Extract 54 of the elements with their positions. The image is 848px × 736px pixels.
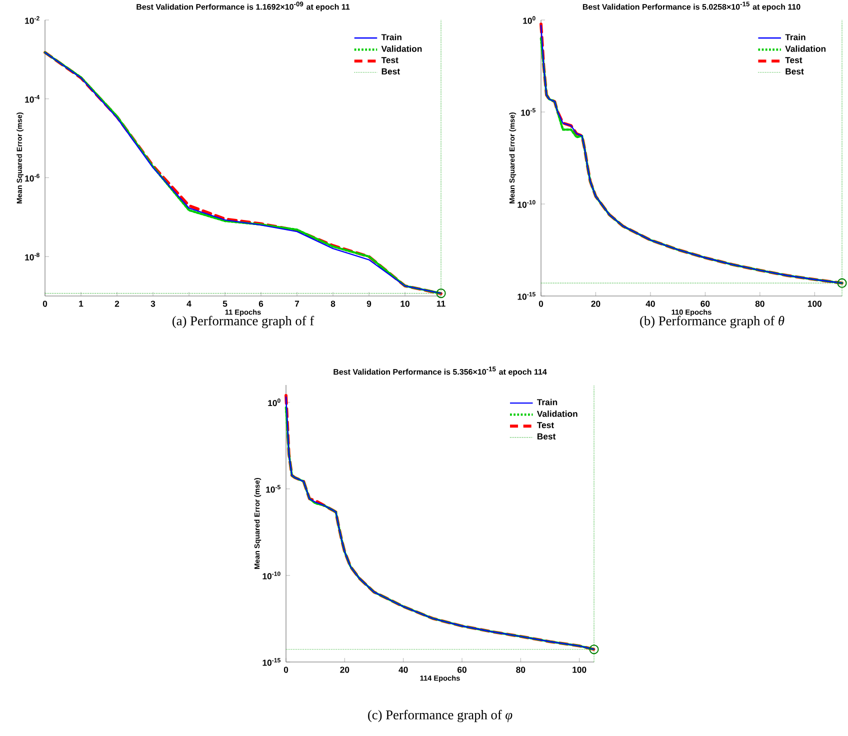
chart-title: Best Validation Performance is 5.356×10$^{-15}$ at epoch 114	[334, 366, 547, 376]
chart-title: Best Validation Performance is 1.1692×10$^{-09}$ at epoch 11	[136, 2, 350, 12]
x-tick-label: 100	[572, 666, 586, 673]
x-tick-label: 2	[114, 300, 120, 307]
y-tick-label: 10$^{-15}$	[262, 658, 280, 666]
legend-label: Validation	[381, 46, 422, 52]
x-tick-label: 0	[42, 300, 48, 307]
x-tick-label: 0	[538, 300, 544, 307]
x-tick-label: 3	[150, 300, 156, 307]
y-tick-label: 10$^{-5}$	[521, 108, 536, 116]
x-tick-label: 60	[700, 300, 710, 307]
legend-label: Train	[381, 34, 402, 40]
x-tick-label: 6	[258, 300, 264, 307]
y-tick-label: 10$^{-2}$	[25, 16, 40, 24]
x-tick-label: 20	[591, 300, 600, 307]
y-tick-label: 10$^{-15}$	[518, 292, 536, 300]
legend-label: Train	[537, 398, 558, 406]
x-tick-label: 1	[79, 300, 84, 307]
x-tick-label: 8	[330, 300, 336, 307]
x-tick-label: 40	[398, 666, 408, 673]
legend-label: Validation	[536, 410, 578, 417]
legend-label: Best	[537, 433, 556, 440]
legend-label: Validation	[785, 45, 826, 52]
legend-label: Best	[786, 68, 804, 74]
text: (c) Performance graph of φ	[368, 710, 512, 722]
x-tick-label: 7	[294, 300, 300, 307]
y-tick-label: 10$^{-6}$	[25, 174, 40, 182]
x-tick-label: 40	[646, 300, 655, 307]
x-tick-label: 80	[755, 300, 764, 307]
chart-title: Best Validation Performance is 5.0258×10$^{-15}$ at epoch 110	[582, 2, 800, 12]
legend-label: Best	[382, 68, 400, 74]
y-tick-label: 10$^{0}$	[268, 398, 280, 406]
y-tick-label: 10$^{-4}$	[25, 95, 40, 103]
legend-label: Test	[785, 57, 802, 64]
legend-label: Test	[537, 422, 554, 428]
x-tick-label: 9	[366, 300, 372, 307]
x-tick-label: 20	[340, 666, 350, 673]
x-tick-label: 0	[284, 666, 288, 673]
y-tick-label: 10$^{-10}$	[518, 200, 536, 208]
x-tick-label: 60	[458, 666, 466, 673]
x-tick-label: 4	[186, 300, 192, 307]
x-tick-label: 80	[516, 666, 526, 673]
legend-label: Train	[785, 34, 806, 40]
y-tick-label: 10$^{-10}$	[262, 572, 280, 580]
x-tick-label: 11	[436, 300, 446, 307]
y-tick-label: 10$^{-8}$	[25, 252, 40, 260]
x-tick-label: 10	[400, 300, 410, 307]
x-tick-label: 5	[222, 300, 228, 307]
legend-label: Test	[381, 57, 398, 64]
text: (a) Performance graph of f	[172, 316, 314, 328]
y-tick-label: 10$^{-5}$	[266, 485, 280, 493]
x-tick-label: 100	[808, 300, 822, 307]
y-tick-label: 10$^{0}$	[523, 16, 536, 24]
text: (b) Performance graph of θ	[640, 316, 784, 328]
